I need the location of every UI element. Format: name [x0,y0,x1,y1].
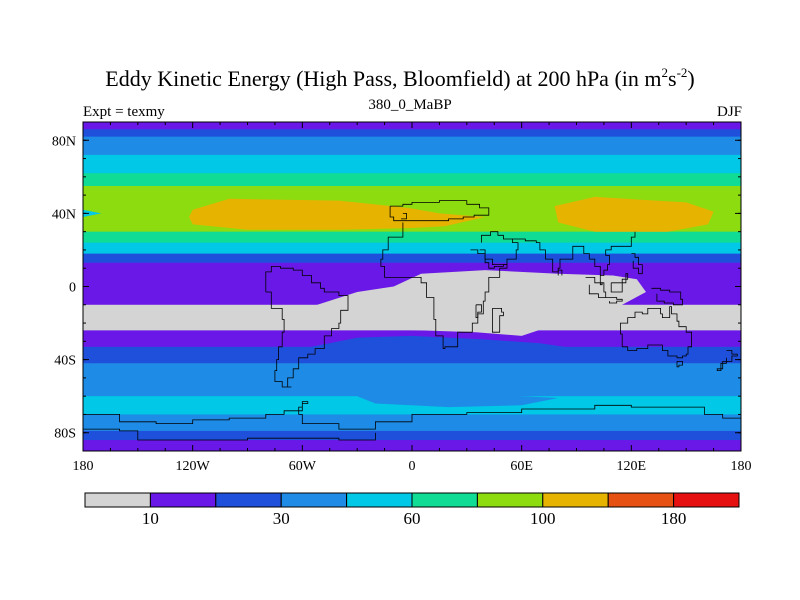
season-label: DJF [716,104,742,120]
title-close: ) [687,66,695,91]
colorbar-box [215,492,282,508]
x-tick-label: 180 [73,459,94,474]
x-tick-label: 60E [510,459,533,474]
y-tick-label: 80N [52,134,76,149]
contour-band [83,185,741,200]
coastline-segment [716,350,738,371]
colorbar-box [476,492,544,508]
contour-region [357,390,559,408]
contour-band [83,231,741,244]
coastline-segment [83,401,741,430]
coastline-segment [401,213,407,220]
coastlines [83,200,741,441]
x-tick-label: 180 [731,459,752,474]
contour-band [83,129,741,138]
coastline-segment [620,306,692,359]
axes: 180 120W 60W 0 60E 120E 180 80N 40N 0 40S 80S [52,121,752,474]
coastline-segment [265,266,349,388]
coastline-segment [83,428,376,441]
title-unit-s: s [668,66,677,91]
x-tick-label: 120W [176,459,211,474]
y-tick-label: 80S [54,427,76,442]
colorbar-label: 100 [530,509,556,528]
colorbar-box [346,492,413,508]
contour-band [83,414,741,432]
contour-region [311,335,577,356]
coastline-segment [585,277,607,298]
contour-band [83,346,741,364]
experiment-label: Expt = texmy [83,104,165,120]
contour-field [83,122,741,451]
contour-region [83,209,102,217]
coastline-segment [631,253,643,275]
contour-band [83,242,741,255]
colorbar-label: 10 [142,509,159,528]
title-sup2: -2 [676,65,688,80]
contour-band [83,253,741,264]
x-tick-label: 120E [617,459,647,474]
coastline-segment [389,200,490,222]
coastline-segment [605,297,623,304]
colorbar-box [280,492,348,508]
x-tick-label: 60W [289,459,317,474]
contour-band [83,430,741,441]
colorbar-label: 60 [404,509,421,528]
contour-region [189,198,486,230]
colorbar-box [607,492,675,508]
title-sup1: 2 [661,65,669,80]
y-tick-label: 0 [69,281,76,296]
colorbar-label: 30 [273,509,290,528]
contour-band [83,154,741,174]
coastline-segment [380,222,508,349]
contour-band [83,173,741,187]
coastline-segment [610,273,629,293]
x-tick-label: 0 [409,459,416,474]
period-label: 380_0_MaBP [368,97,452,113]
title-main: Eddy Kinetic Energy (High Pass, Bloomfie… [105,66,662,91]
plot-title: Eddy Kinetic Energy (High Pass, Bloomfie… [0,66,800,92]
colorbar-box [673,492,740,508]
y-tick-label: 40N [52,207,76,222]
contour-band [83,363,741,397]
colorbar-label: 180 [661,509,687,528]
contour-band [83,396,741,416]
contour-region [306,270,646,336]
contour-region [554,196,714,232]
colorbar: 10 30 60 100 180 [84,492,740,528]
coastline-segment [512,231,636,286]
contour-band [83,136,741,156]
colorbar-box [84,492,151,508]
colorbar-box [542,492,609,508]
coastline-segment [475,304,482,318]
coastline-segment [479,231,519,265]
coastline-segment [651,287,683,306]
coastline-segment [492,308,504,333]
coastline-segment [557,269,563,276]
coastline-segment [676,361,683,368]
colorbar-box [411,492,478,508]
colorbar-box [149,492,217,508]
y-tick-label: 40S [54,354,76,369]
